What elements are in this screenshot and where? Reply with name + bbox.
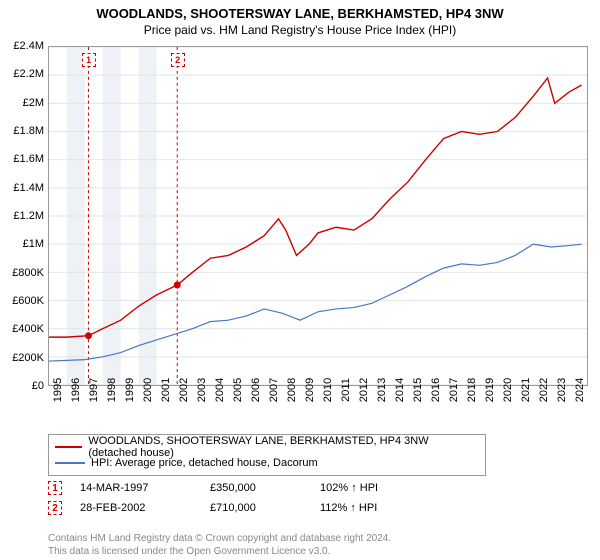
y-tick-label: £200K: [0, 352, 44, 364]
x-tick-label: 2012: [358, 378, 370, 402]
x-tick-label: 2022: [538, 378, 550, 402]
x-tick-label: 2005: [232, 378, 244, 402]
x-tick-label: 2016: [430, 378, 442, 402]
x-tick-label: 1998: [106, 378, 118, 402]
legend-swatch: [55, 462, 85, 464]
x-tick-label: 2020: [502, 378, 514, 402]
marker-price: £710,000: [210, 502, 320, 514]
y-tick-label: £400K: [0, 323, 44, 335]
x-tick-label: 2018: [466, 378, 478, 402]
x-tick-label: 2006: [250, 378, 262, 402]
chart-title: WOODLANDS, SHOOTERSWAY LANE, BERKHAMSTED…: [0, 0, 600, 21]
marker-pct: 112% ↑ HPI: [320, 502, 420, 514]
marker-date: 28-FEB-2002: [80, 502, 210, 514]
marker-price: £350,000: [210, 482, 320, 494]
x-tick-label: 2001: [160, 378, 172, 402]
chart-marker-2: 2: [171, 53, 185, 67]
y-tick-label: £1.2M: [0, 210, 44, 222]
footnote: Contains HM Land Registry data © Crown c…: [48, 532, 391, 558]
x-tick-label: 2014: [394, 378, 406, 402]
x-tick-label: 2019: [484, 378, 496, 402]
y-tick-label: £1.6M: [0, 153, 44, 165]
x-tick-label: 2015: [412, 378, 424, 402]
legend-row: WOODLANDS, SHOOTERSWAY LANE, BERKHAMSTED…: [55, 439, 479, 455]
y-tick-label: £1M: [0, 238, 44, 250]
legend-label: WOODLANDS, SHOOTERSWAY LANE, BERKHAMSTED…: [88, 435, 479, 459]
x-tick-label: 1997: [88, 378, 100, 402]
x-tick-label: 2011: [340, 378, 352, 402]
y-tick-label: £1.4M: [0, 182, 44, 194]
x-tick-label: 1999: [124, 378, 136, 402]
x-tick-label: 1995: [52, 378, 64, 402]
y-tick-label: £600K: [0, 295, 44, 307]
x-tick-label: 2000: [142, 378, 154, 402]
marker-table-row: 2 28-FEB-2002£710,000112% ↑ HPI: [48, 498, 588, 518]
chart-subtitle: Price paid vs. HM Land Registry's House …: [0, 21, 600, 41]
x-tick-label: 2008: [286, 378, 298, 402]
chart-container: WOODLANDS, SHOOTERSWAY LANE, BERKHAMSTED…: [0, 0, 600, 560]
footnote-line-1: Contains HM Land Registry data © Crown c…: [48, 532, 391, 545]
x-tick-label: 2023: [556, 378, 568, 402]
marker-number-box: 2: [48, 501, 62, 515]
legend: WOODLANDS, SHOOTERSWAY LANE, BERKHAMSTED…: [48, 434, 486, 476]
y-tick-label: £2.2M: [0, 68, 44, 80]
y-tick-label: £0: [0, 380, 44, 392]
marker-pct: 102% ↑ HPI: [320, 482, 420, 494]
plot-area: 12: [48, 46, 588, 386]
y-tick-label: £2M: [0, 97, 44, 109]
marker-date: 14-MAR-1997: [80, 482, 210, 494]
y-tick-label: £800K: [0, 267, 44, 279]
x-tick-label: 2002: [178, 378, 190, 402]
x-tick-label: 2021: [520, 378, 532, 402]
x-tick-label: 2010: [322, 378, 334, 402]
x-tick-label: 2003: [196, 378, 208, 402]
marker-number-box: 1: [48, 481, 62, 495]
x-tick-label: 2004: [214, 378, 226, 402]
marker-table: 1 14-MAR-1997£350,000102% ↑ HPI 2 28-FEB-20…: [48, 478, 588, 518]
x-tick-label: 2017: [448, 378, 460, 402]
y-tick-label: £1.8M: [0, 125, 44, 137]
x-tick-label: 2013: [376, 378, 388, 402]
x-tick-label: 2009: [304, 378, 316, 402]
y-tick-label: £2.4M: [0, 40, 44, 52]
x-tick-label: 2007: [268, 378, 280, 402]
marker-table-row: 1 14-MAR-1997£350,000102% ↑ HPI: [48, 478, 588, 498]
legend-label: HPI: Average price, detached house, Daco…: [91, 457, 318, 469]
legend-swatch: [55, 446, 82, 448]
plot-svg: [49, 47, 587, 385]
chart-marker-1: 1: [82, 53, 96, 67]
footnote-line-2: This data is licensed under the Open Gov…: [48, 545, 391, 558]
x-tick-label: 1996: [70, 378, 82, 402]
x-tick-label: 2024: [574, 378, 586, 402]
